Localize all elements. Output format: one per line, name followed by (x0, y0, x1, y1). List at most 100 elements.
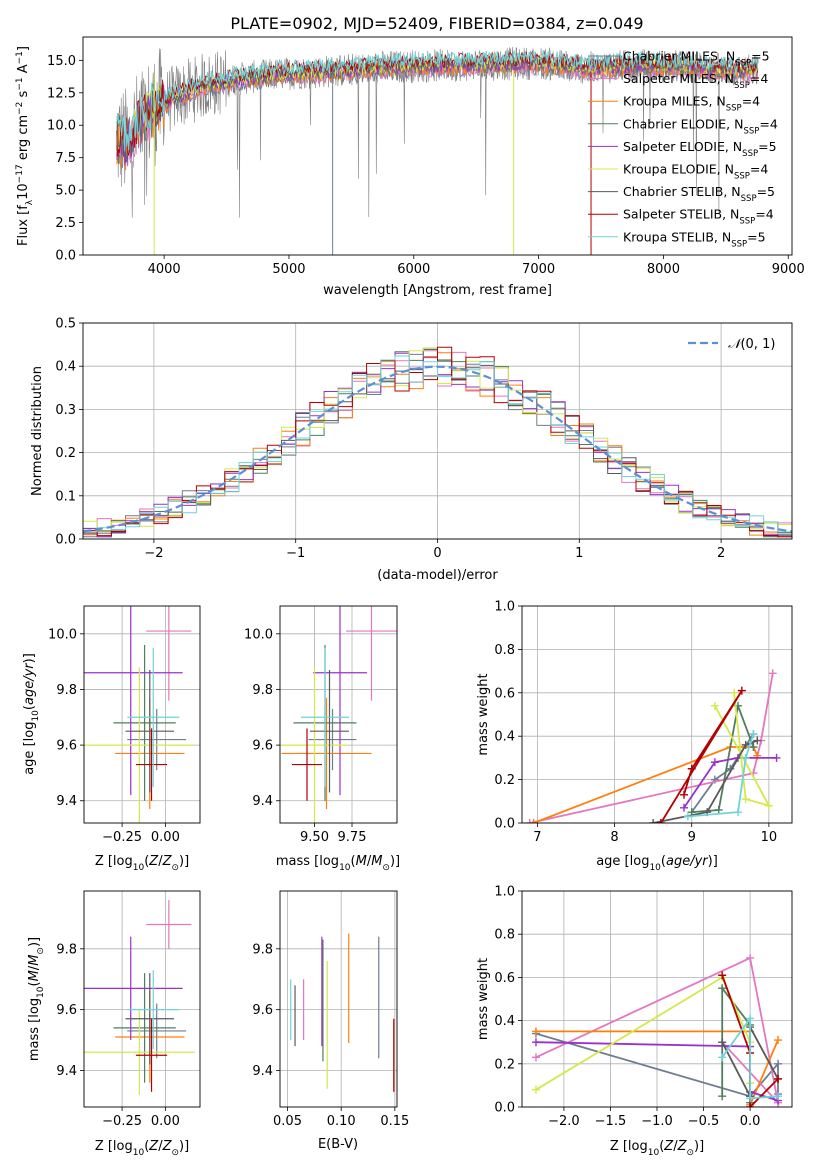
weight-marker (649, 819, 658, 823)
x-tick-label: 8000 (647, 262, 680, 277)
weight-marker (741, 753, 750, 762)
x-tick-label: 0.00 (151, 1114, 180, 1129)
y-tick-label: 15.0 (47, 54, 76, 69)
y-tick-label: 1.0 (494, 885, 515, 900)
weight-marker (737, 686, 746, 695)
weight-marker (730, 688, 739, 697)
x-tick-label: 2 (717, 546, 725, 561)
weight-marker (718, 1092, 727, 1101)
weight-marker (531, 1038, 540, 1047)
spectrum-y-label: Flux [fλ10−17 erg cm−2 s−1 A−1] (15, 46, 35, 246)
errorbar-point (84, 936, 183, 1041)
errorbar-point (301, 647, 349, 787)
weight-line (683, 757, 777, 809)
x-tick-label: −2 (144, 546, 163, 561)
errorbar-point (84, 667, 195, 823)
age-vs-z-plot (84, 606, 195, 823)
y-tick-label: 9.4 (56, 794, 77, 809)
y-tick-label: 0.0 (494, 1101, 515, 1116)
weight-age-x-label: age [log10(age/yr)] (596, 854, 718, 873)
weight-marker (746, 1094, 755, 1103)
residuals-frame (82, 322, 793, 540)
y-tick-label: 9.8 (56, 683, 77, 698)
x-tick-label: 5000 (272, 262, 305, 277)
weight-vs-z-frame (521, 890, 793, 1108)
x-tick-label: 6000 (397, 262, 430, 277)
residual-x-label: (data-model)/error (377, 568, 498, 583)
y-tick-label: 0.6 (494, 971, 515, 986)
spectrum-ticks: 4000 5000 6000 7000 8000 9000 0.0 2.5 5.0 7.5 10.0… (47, 54, 805, 277)
errorbar-point (125, 973, 175, 1065)
y-tick-label: 0.1 (55, 489, 76, 504)
residual-legend: 𝒩(0, 1) (688, 337, 775, 352)
y-tick-label: 0.0 (55, 533, 76, 548)
errorbar-point (310, 669, 349, 793)
mass-vs-z-plot (84, 900, 195, 1095)
weight-marker (718, 1053, 727, 1062)
weight-marker (529, 819, 538, 823)
weight-marker (746, 953, 755, 962)
histogram-step-line (83, 355, 792, 533)
y-tick-label: 0.3 (55, 403, 76, 418)
y-tick-label: 2.5 (55, 216, 76, 231)
y-tick-label: 9.4 (56, 1064, 77, 1079)
age-z-y-label: age [log10(age/yr)] (22, 653, 41, 775)
legend-label: 𝒩(0, 1) (728, 337, 775, 352)
errorbar-point (308, 708, 357, 771)
y-tick-label: 9.6 (56, 739, 77, 754)
weight-marker (774, 1059, 783, 1068)
model-spectrum-line (116, 56, 759, 167)
model-spectrum-line (116, 49, 759, 152)
x-tick-label: 9.50 (300, 830, 329, 845)
y-tick-label: 10.0 (47, 119, 76, 134)
mass-vs-ebv-ticks: 0.05 0.10 0.15 9.4 9.6 9.8 (252, 942, 409, 1129)
y-tick-label: 0.8 (494, 643, 515, 658)
weight-vs-z-y-label: mass weight (476, 958, 491, 1040)
errorbar-point (127, 708, 187, 771)
y-tick-label: 9.6 (56, 1003, 77, 1018)
age-vs-z-axes (84, 606, 200, 823)
x-tick-label: 0.15 (380, 1114, 409, 1129)
spectrum-x-label: wavelength [Angstrom, rest frame] (323, 283, 552, 298)
residuals-plot (83, 346, 792, 538)
weight-marker (687, 764, 696, 773)
errorbar-point (292, 728, 322, 801)
errorbar-point (281, 667, 348, 823)
errorbar-point (84, 1009, 195, 1095)
x-tick-label: 9.75 (338, 830, 367, 845)
y-tick-label: 0.4 (55, 360, 76, 375)
y-tick-label: 0.0 (55, 249, 76, 264)
y-tick-label: 10.0 (48, 627, 77, 642)
y-tick-label: 9.4 (252, 1064, 273, 1079)
weight-line (533, 746, 759, 823)
x-tick-label: −1.5 (595, 1114, 627, 1129)
y-tick-label: 9.6 (252, 739, 273, 754)
weight-vs-z-ticks: −2.0 −1.5 −1.0 −0.5 0.0 0.0 0.2 0.4 0.6 0.8 1.0 (494, 885, 760, 1130)
weight-marker (656, 819, 665, 823)
age-vs-z-ticks: −0.25 0.00 9.4 9.6 9.8 10.0 (48, 627, 180, 845)
mass-z-x-label: Z [log10(Z/Z⊙)] (95, 1139, 189, 1158)
figure-title: PLATE=0902, MJD=52409, FIBERID=0384, z=0… (230, 14, 643, 33)
weight-vs-age-y-label: mass weight (476, 673, 491, 755)
errorbar-point (281, 697, 372, 810)
weight-marker (531, 1085, 540, 1094)
errorbar-point (113, 644, 176, 801)
y-tick-label: 9.8 (252, 942, 273, 957)
weight-marker (718, 1038, 727, 1047)
y-tick-label: 7.5 (55, 151, 76, 166)
errorbar-point (127, 970, 180, 1050)
y-tick-label: 9.4 (252, 794, 273, 809)
mass-vs-z-axes (84, 891, 200, 1107)
weight-marker (774, 1092, 783, 1101)
errorbar-point (135, 728, 168, 801)
x-tick-label: 9 (688, 830, 696, 845)
age-z-x-label: Z [log10(Z/Z⊙)] (95, 854, 189, 873)
y-tick-label: 0.0 (494, 817, 515, 832)
x-tick-label: 0.0 (740, 1114, 761, 1129)
x-tick-label: −0.25 (102, 1114, 142, 1129)
age-vs-mass-ticks: 9.50 9.75 9.4 9.6 9.8 10.0 (244, 627, 366, 845)
weight-line (535, 976, 751, 1091)
weight-marker (531, 1027, 540, 1036)
legend-label: Salpeter MILES, NSSP=4 (623, 71, 768, 91)
legend-label: Chabrier STELIB, NSSP=5 (623, 184, 775, 204)
